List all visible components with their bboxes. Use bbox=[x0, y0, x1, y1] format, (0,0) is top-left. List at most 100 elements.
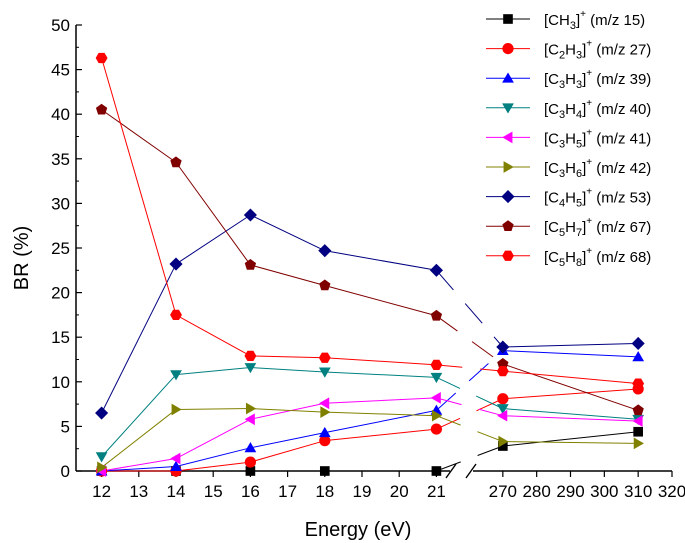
data-point bbox=[502, 72, 514, 83]
series-line bbox=[436, 350, 504, 411]
data-point bbox=[171, 403, 182, 416]
data-point bbox=[502, 220, 514, 232]
x-tick-label: 270 bbox=[489, 482, 517, 501]
data-point bbox=[318, 426, 331, 438]
series-line bbox=[436, 315, 504, 365]
legend-label: [C3H5]+ (m/z 41) bbox=[544, 127, 651, 150]
series-lines bbox=[101, 57, 639, 472]
series-line bbox=[324, 411, 437, 417]
series-line bbox=[502, 431, 639, 447]
series-line bbox=[101, 374, 177, 458]
series-line bbox=[250, 432, 325, 449]
y-tick-label: 20 bbox=[51, 284, 70, 303]
data-point bbox=[631, 336, 645, 350]
data-point bbox=[431, 409, 443, 422]
data-point bbox=[502, 42, 514, 55]
series-line bbox=[502, 370, 639, 385]
data-point bbox=[97, 461, 108, 474]
x-tick-label: 15 bbox=[204, 482, 223, 501]
x-tick-label: 13 bbox=[129, 482, 148, 501]
data-point bbox=[430, 359, 443, 370]
series-line bbox=[502, 363, 639, 411]
series-line bbox=[324, 409, 437, 434]
y-axis-label: BR (%) bbox=[11, 226, 33, 290]
series-line bbox=[324, 250, 437, 271]
legend: [CH3]+ (m/z 15) [C2H3]+ (m/z 27) [C3H3]+ (… bbox=[486, 9, 651, 269]
x-tick-label: 300 bbox=[590, 482, 618, 501]
series-line bbox=[436, 376, 504, 410]
y-tick-label: 30 bbox=[51, 194, 70, 213]
data-point bbox=[170, 156, 182, 168]
data-point bbox=[319, 466, 330, 476]
data-point bbox=[632, 378, 645, 389]
data-point bbox=[430, 423, 442, 435]
x-axis-label: Energy (eV) bbox=[305, 519, 412, 541]
x-tick-label: 21 bbox=[427, 482, 446, 501]
series-line bbox=[175, 367, 251, 376]
data-point bbox=[319, 397, 330, 410]
data-point bbox=[430, 391, 441, 404]
series-line bbox=[436, 445, 504, 472]
series-line bbox=[101, 409, 177, 468]
data-point bbox=[170, 370, 182, 381]
data-point bbox=[318, 367, 331, 378]
series-line bbox=[101, 57, 177, 316]
data-point bbox=[431, 466, 442, 476]
series-line bbox=[175, 214, 251, 265]
y-tick-label: 25 bbox=[51, 239, 70, 258]
data-point bbox=[503, 161, 514, 173]
data-point bbox=[245, 402, 257, 415]
series-line bbox=[502, 408, 639, 420]
x-tick-label: 20 bbox=[390, 482, 409, 501]
series-line bbox=[250, 214, 326, 252]
data-point bbox=[95, 52, 108, 64]
data-point bbox=[244, 456, 256, 468]
series-line bbox=[324, 357, 437, 366]
data-point bbox=[244, 350, 257, 362]
series-markers bbox=[95, 52, 645, 477]
data-point bbox=[502, 250, 514, 261]
legend-label: [CH3]+ (m/z 15) bbox=[544, 9, 645, 32]
data-point bbox=[244, 258, 257, 270]
series-line bbox=[250, 367, 325, 373]
series-line bbox=[324, 397, 437, 404]
series-line bbox=[101, 466, 177, 472]
series-line bbox=[436, 269, 504, 348]
legend-label: [C3H3]+ (m/z 39) bbox=[544, 68, 651, 91]
data-point bbox=[497, 393, 509, 405]
x-tick-label: 12 bbox=[92, 482, 111, 501]
y-tick-label: 45 bbox=[51, 61, 70, 80]
legend-label: [C5H8]+ (m/z 68) bbox=[544, 246, 651, 269]
series-line bbox=[436, 397, 503, 417]
axis-break-mark bbox=[465, 463, 477, 479]
series-line bbox=[250, 402, 325, 420]
data-point bbox=[429, 263, 443, 277]
series-line bbox=[250, 440, 325, 463]
y-tick-label: 50 bbox=[51, 16, 70, 35]
series-line bbox=[101, 458, 177, 472]
data-point bbox=[501, 190, 515, 204]
data-point bbox=[503, 14, 513, 24]
x-tick-label: 290 bbox=[556, 482, 584, 501]
series-line bbox=[250, 408, 325, 413]
series-line bbox=[324, 428, 437, 442]
series-line bbox=[175, 418, 251, 459]
x-tick-label: 280 bbox=[522, 482, 550, 501]
data-point bbox=[244, 442, 257, 453]
y-tick-label: 10 bbox=[51, 373, 70, 392]
x-tick-label: 19 bbox=[353, 482, 372, 501]
data-point bbox=[496, 404, 509, 415]
data-point bbox=[496, 340, 510, 354]
tick-labels: 0 5 10 15 20 25 30 35 40 45 50 12 13 14 15 16 17 18 19 20 21… bbox=[51, 16, 685, 501]
x-tick-label: 17 bbox=[278, 482, 297, 501]
series-line bbox=[175, 408, 251, 410]
legend-label: [C4H5]+ (m/z 53) bbox=[544, 187, 651, 210]
data-point bbox=[95, 452, 108, 463]
series-line bbox=[502, 350, 639, 358]
data-point bbox=[169, 257, 183, 271]
y-tick-label: 0 bbox=[61, 462, 70, 481]
legend-label: [C2H3]+ (m/z 27) bbox=[544, 39, 651, 62]
data-point bbox=[498, 435, 509, 448]
series-line bbox=[324, 284, 437, 317]
